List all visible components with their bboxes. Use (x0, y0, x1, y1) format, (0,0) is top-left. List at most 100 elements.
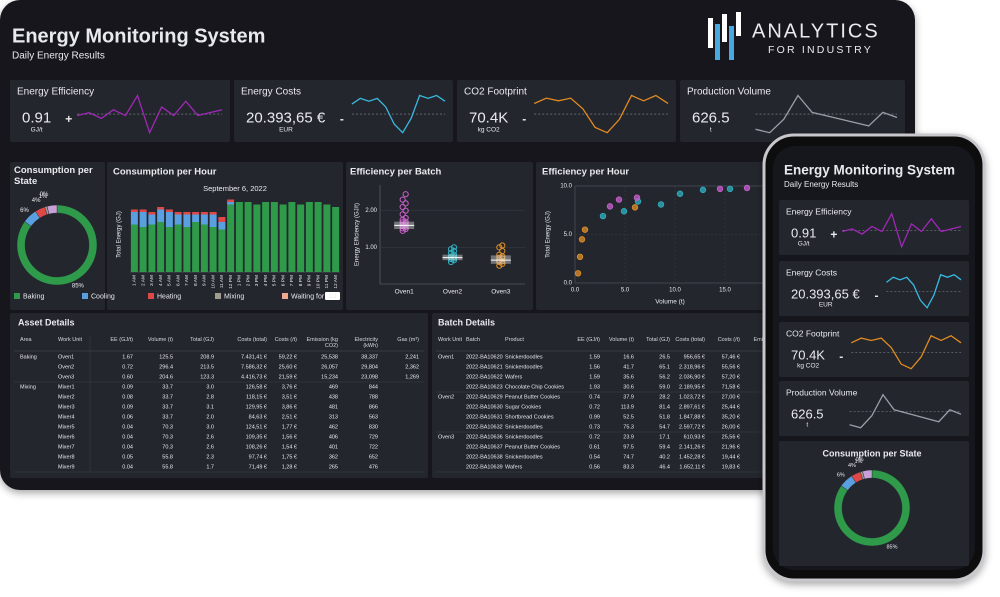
table-cell: Mixer5 (58, 424, 75, 430)
table-cell: 1.93 (589, 384, 600, 390)
table-cell: 35,20 € (722, 414, 740, 420)
work-unit-cell: Oven1 (438, 354, 454, 360)
table-cell: 0.73 (589, 424, 600, 430)
table-cell: 97.5 (623, 444, 634, 450)
table-title: Asset Details (18, 317, 75, 327)
bar-segment (192, 212, 200, 215)
batch-point (499, 242, 506, 249)
table-cell: 37.9 (623, 394, 634, 400)
column-header-box: Costs (/t) (275, 337, 297, 343)
bar-segment (139, 209, 147, 212)
table-cell: 3,86 € (282, 404, 297, 410)
bar-segment (183, 214, 191, 227)
table-cell: 2022-BA10638 (466, 454, 503, 460)
table-cell: 28.2 (659, 394, 670, 400)
x-tick-label: 7 PM (289, 275, 295, 286)
kpi-value: 70.4K (469, 109, 508, 126)
kpi-value: 0.91 (791, 226, 816, 241)
scatter-point (576, 253, 584, 261)
x-tick-label: 1 AM (132, 275, 138, 286)
table-cell: 54.7 (659, 424, 670, 430)
table-cell: Oven3 (58, 374, 74, 380)
table-cell: 21,59 € (279, 374, 297, 380)
batch-point (402, 214, 409, 222)
table-cell: 21,96 € (722, 444, 740, 450)
y-tick-label: 10.0 (560, 184, 572, 190)
table-cell: 118,15 € (246, 394, 267, 400)
column-header-box: Batch (466, 337, 481, 343)
legend-pager[interactable]: 1/2 (328, 294, 337, 300)
table-cell: 1.59 (589, 374, 600, 380)
batch-point (499, 255, 506, 262)
scatter-point (581, 226, 589, 233)
bar-segment (174, 214, 182, 225)
kpi-trend-sign: - (874, 288, 878, 302)
dashboard-subtitle: Daily Energy Results (12, 51, 105, 62)
table-cell: 0.74 (589, 394, 600, 400)
kpi-sparkline (533, 94, 669, 134)
table-cell: 30.6 (623, 384, 634, 390)
table-cell: 462 (329, 424, 338, 430)
scatter-point (606, 203, 614, 210)
table-cell: Mixer4 (58, 414, 75, 420)
table-cell: 2022-BA10621 (466, 364, 503, 370)
donut-label: 1% (39, 194, 48, 200)
table-cell: 0.04 (122, 424, 133, 430)
table-cell: 40.2 (659, 454, 670, 460)
legend-swatch (148, 293, 154, 299)
table-cell: 2.6 (206, 434, 214, 440)
batch-point (402, 207, 409, 214)
table-cell: 7.431,41 € (241, 354, 267, 360)
column-header: Area (20, 337, 32, 343)
table-cell: 469 (329, 384, 338, 390)
panel (779, 441, 969, 566)
column-header: Costs (/t) (717, 337, 740, 343)
batch-point (402, 191, 409, 198)
table-cell: 2022-BA10639 (466, 464, 503, 470)
table-cell: 830 (369, 424, 378, 430)
logo-bar (722, 14, 727, 42)
table-cell: 610,93 € (684, 434, 705, 440)
bar-segment (218, 222, 226, 230)
bar-segment (262, 202, 270, 272)
table-cell: 25,44 € (722, 404, 740, 410)
table-cell: 208.9 (200, 354, 214, 360)
column-header: Costs (total) (675, 337, 705, 343)
column-header: EE (GJ/t) (577, 337, 600, 343)
table-cell: 2.8 (206, 394, 214, 400)
area-cell: Mixing (20, 384, 36, 390)
bar-segment (183, 227, 191, 272)
table-cell: Mixer1 (58, 384, 75, 390)
table-cell: 26,057 (321, 364, 338, 370)
bar-segment (244, 202, 252, 272)
column-header-box: EE (GJ/t) (577, 337, 600, 343)
table-cell: 55,56 € (722, 364, 740, 370)
table-cell: 46.4 (659, 464, 670, 470)
table-cell: 729 (369, 434, 378, 440)
kpi-trend-sign: - (522, 112, 526, 126)
legend-label: Cooling (91, 293, 115, 300)
x-tick-label: 4 AM (158, 275, 164, 286)
table-cell: 204.6 (159, 374, 173, 380)
table-cell: 33.7 (162, 414, 173, 420)
table-cell: Mixer8 (58, 454, 75, 460)
bar-segment (157, 222, 165, 272)
table-cell: 70.3 (162, 444, 173, 450)
table-cell: 59,22 € (279, 354, 297, 360)
kpi-unit: GJ/t (798, 241, 810, 248)
table-cell: 38,337 (361, 354, 378, 360)
column-header: Total (GJ) (190, 337, 214, 343)
table-cell: 2022-BA10637 (466, 444, 503, 450)
legend-pager-bg[interactable] (325, 292, 340, 300)
table-cell: 1.7 (206, 464, 214, 470)
table-cell: 401 (329, 444, 338, 450)
kpi-title: CO2 Footprint (464, 87, 527, 98)
column-header: Batch (466, 337, 481, 343)
table-cell: 75.3 (623, 424, 634, 430)
column-header: Volume (t) (608, 337, 634, 343)
kpi-trend-sign: + (65, 112, 72, 126)
panel (10, 313, 428, 478)
table-cell: 1.652,11 € (679, 464, 705, 470)
kpi-title: Energy Costs (786, 267, 837, 277)
